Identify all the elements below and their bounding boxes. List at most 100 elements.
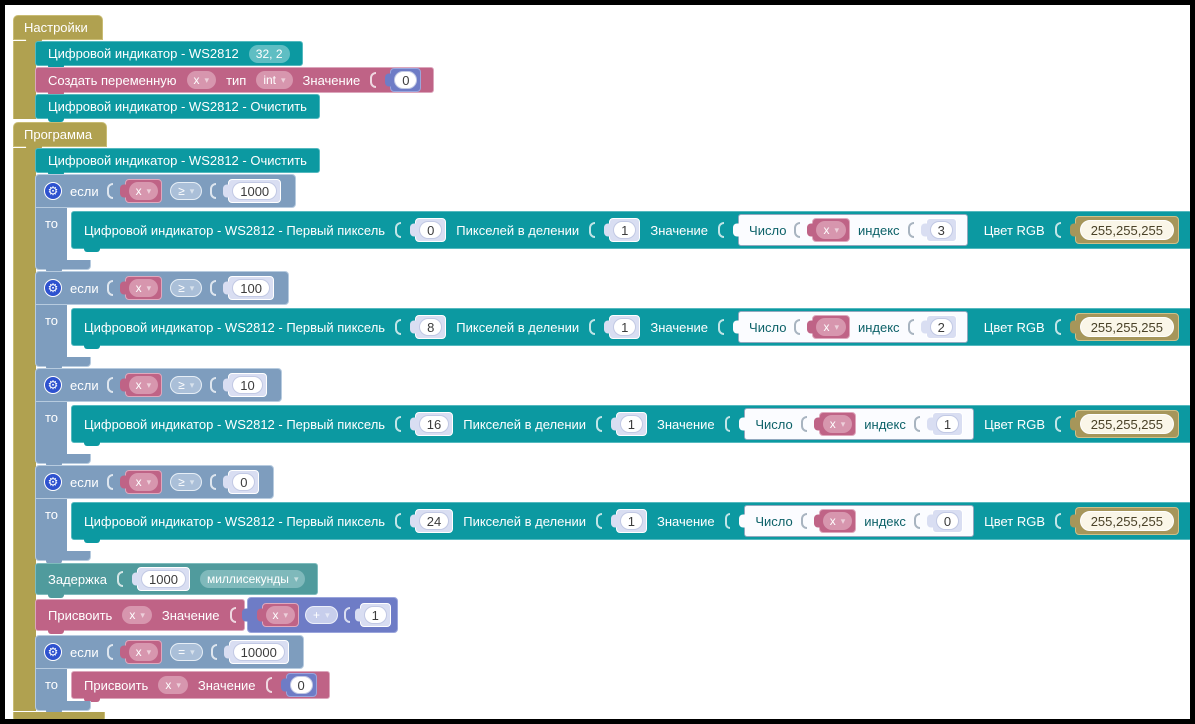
variable-dropdown[interactable]: x [816, 318, 846, 336]
number-field[interactable]: 1 [363, 606, 387, 624]
ws2812-clear-block[interactable]: Цифровой индикатор - WS2812 - Очистить [35, 148, 320, 176]
arithmetic-block[interactable]: x + 1 [246, 597, 398, 633]
assign-block[interactable]: Присвоить x Значение [35, 599, 245, 634]
number-field[interactable]: 10000 [232, 643, 285, 661]
ws2812-clear-block[interactable]: Цифровой индикатор - WS2812 - Очистить [35, 94, 320, 122]
variable-dropdown[interactable]: x [822, 512, 853, 530]
pixels-per-div-value-block[interactable]: 1 [615, 509, 647, 533]
number-value-block[interactable]: 1 [359, 603, 391, 627]
number-field[interactable]: 0 [394, 71, 418, 89]
pixels-per-div-value-block[interactable]: 1 [609, 315, 641, 339]
if-header[interactable]: ⚙ если x ≥ 100 [35, 271, 289, 305]
first-pixel-value-block[interactable]: 0 [415, 218, 447, 242]
number-value-block[interactable]: 0 [228, 470, 260, 494]
rgb-color-block[interactable]: 255,255,255 [1074, 507, 1179, 535]
gear-icon[interactable]: ⚙ [44, 473, 62, 491]
variable-value-block[interactable]: x [818, 509, 857, 533]
if-header[interactable]: ⚙ если x ≥ 0 [35, 465, 275, 499]
digit-of-number-block[interactable]: Число x индекс 3 [738, 214, 968, 246]
first-pixel-value-block[interactable]: 24 [414, 509, 454, 533]
number-value-block[interactable]: 100 [228, 276, 274, 300]
number-field[interactable]: 1000 [141, 570, 186, 588]
rgb-color-block[interactable]: 255,255,255 [1074, 216, 1179, 244]
if-header[interactable]: ⚙ если x ≥ 10 [35, 368, 282, 402]
number-field[interactable]: 0 [935, 512, 960, 530]
number-field[interactable]: 1000 [232, 182, 278, 200]
digit-of-number-block[interactable]: Число x индекс 2 [738, 311, 968, 343]
number-value-block[interactable]: 1000 [228, 179, 282, 203]
index-value-block[interactable]: 3 [925, 218, 957, 242]
if-block-4[interactable]: ⚙ если x ≥ 0 то Цифровой индикатор - WS2… [35, 465, 1190, 564]
first-pixel-value-block[interactable]: 8 [415, 315, 447, 339]
variable-value-block[interactable]: x [124, 373, 163, 397]
number-field[interactable]: 2 [929, 318, 953, 336]
ws2812-size-field[interactable]: 32, 2 [248, 44, 290, 63]
assign-block[interactable]: Присвоить x Значение 0 [71, 671, 330, 702]
settings-group-block[interactable]: Настройки Цифровой индикатор - WS2812 32… [13, 15, 435, 122]
variable-dropdown[interactable]: x [128, 643, 159, 661]
rgb-field[interactable]: 255,255,255 [1079, 317, 1174, 337]
variable-value-block[interactable]: x [124, 276, 163, 300]
gear-icon[interactable]: ⚙ [44, 643, 62, 661]
variable-dropdown[interactable]: x [122, 606, 152, 624]
ws2812-first-pixel-block[interactable]: Цифровой индикатор - WS2812 - Первый пик… [71, 502, 1190, 543]
variable-dropdown[interactable]: x [128, 279, 159, 297]
ws2812-first-pixel-block[interactable]: Цифровой индикатор - WS2812 - Первый пик… [71, 405, 1190, 446]
blockly-workspace[interactable]: Настройки Цифровой индикатор - WS2812 32… [5, 5, 1190, 719]
variable-value-block[interactable]: x [124, 640, 163, 664]
variable-dropdown[interactable]: x [265, 606, 296, 624]
type-dropdown[interactable]: int [256, 71, 293, 89]
settings-group-header[interactable]: Настройки [13, 15, 103, 43]
number-field[interactable]: 0 [232, 473, 256, 491]
number-field[interactable]: 1 [935, 415, 960, 433]
number-field[interactable]: 0 [419, 221, 443, 239]
ws2812-first-pixel-block[interactable]: Цифровой индикатор - WS2812 - Первый пик… [71, 211, 1190, 252]
variable-value-block[interactable]: x [818, 412, 857, 436]
if-header[interactable]: ⚙ если x ≥ 1000 [35, 174, 297, 208]
number-value-block[interactable]: 0 [390, 68, 422, 92]
variable-dropdown[interactable]: x [186, 71, 217, 89]
gear-icon[interactable]: ⚙ [44, 279, 62, 297]
number-field[interactable]: 3 [929, 221, 953, 239]
gear-icon[interactable]: ⚙ [44, 182, 62, 200]
number-field[interactable]: 1 [619, 512, 643, 530]
variable-value-block[interactable]: x [812, 218, 850, 242]
delay-units-dropdown[interactable]: миллисекунды [199, 570, 306, 588]
pixels-per-div-value-block[interactable]: 1 [615, 412, 647, 436]
gear-icon[interactable]: ⚙ [44, 376, 62, 394]
if-block-2[interactable]: ⚙ если x ≥ 100 то Цифровой индикатор - W… [35, 271, 1190, 370]
if-block-1[interactable]: ⚙ если x ≥ 1000 то Цифровой индикатор - … [35, 174, 1190, 273]
variable-dropdown[interactable]: x [822, 415, 853, 433]
rgb-color-block[interactable]: 255,255,255 [1074, 410, 1179, 438]
operator-dropdown[interactable]: = [170, 643, 203, 661]
digit-of-number-block[interactable]: Число x индекс 0 [744, 505, 975, 537]
number-field[interactable]: 24 [418, 512, 450, 530]
operator-dropdown[interactable]: ≥ [170, 376, 203, 394]
variable-dropdown[interactable]: x [816, 221, 846, 239]
operator-dropdown[interactable]: + [305, 606, 338, 624]
number-field[interactable]: 0 [289, 676, 313, 694]
variable-dropdown[interactable]: x [128, 473, 159, 491]
variable-value-block[interactable]: x [124, 470, 163, 494]
ws2812-init-block[interactable]: Цифровой индикатор - WS2812 32, 2 [35, 41, 303, 69]
program-group-header[interactable]: Программа [13, 122, 108, 150]
variable-dropdown[interactable]: x [128, 376, 159, 394]
number-field[interactable]: 1 [613, 221, 637, 239]
number-value-block[interactable]: 10 [228, 373, 267, 397]
variable-value-block[interactable]: x [124, 179, 163, 203]
variable-dropdown[interactable]: x [128, 182, 159, 200]
variable-dropdown[interactable]: x [158, 676, 188, 694]
rgb-field[interactable]: 255,255,255 [1079, 511, 1174, 531]
number-field[interactable]: 1 [613, 318, 637, 336]
if-header[interactable]: ⚙ если x = 10000 [35, 635, 304, 669]
number-value-block[interactable]: 0 [285, 673, 317, 697]
first-pixel-value-block[interactable]: 16 [414, 412, 454, 436]
delay-value-block[interactable]: 1000 [137, 567, 190, 591]
index-value-block[interactable]: 2 [925, 315, 957, 339]
rgb-color-block[interactable]: 255,255,255 [1074, 313, 1179, 341]
pixels-per-div-value-block[interactable]: 1 [609, 218, 641, 242]
if-block-3[interactable]: ⚙ если x ≥ 10 то Цифровой индикатор - WS… [35, 368, 1190, 467]
ws2812-first-pixel-block[interactable]: Цифровой индикатор - WS2812 - Первый пик… [71, 308, 1190, 349]
operator-dropdown[interactable]: ≥ [170, 279, 203, 297]
operator-dropdown[interactable]: ≥ [170, 473, 203, 491]
